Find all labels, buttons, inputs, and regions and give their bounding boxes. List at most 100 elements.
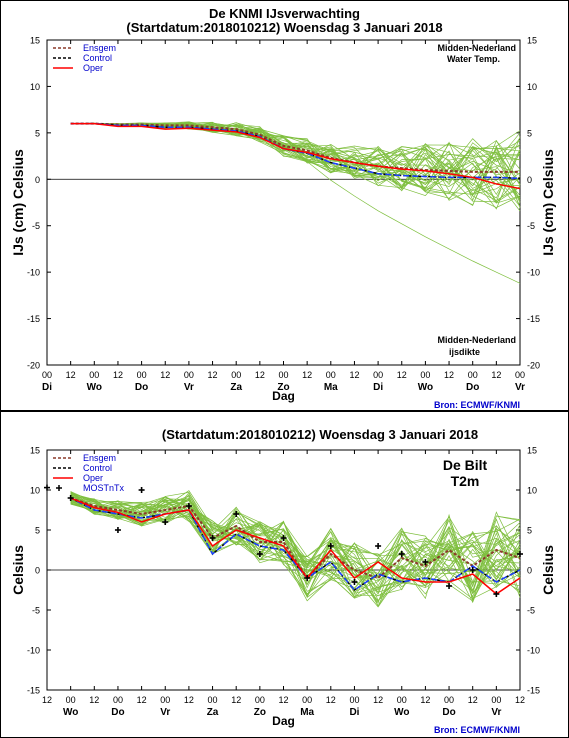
- legend-label: Oper: [83, 63, 103, 73]
- y-tick-label: 15: [30, 36, 40, 46]
- legend-label: MOSTnTx: [83, 483, 125, 493]
- y-axis-label-left: Celsius: [10, 545, 26, 595]
- x-day-label: Zo: [254, 707, 266, 718]
- ensemble-member-line: [70, 123, 521, 200]
- ensemble-member-line: [70, 494, 521, 588]
- x-day-label: Vr: [515, 382, 525, 393]
- y-tick-label: 15: [527, 36, 537, 46]
- y-tick-label: -15: [527, 314, 540, 324]
- ensemble-member-line: [70, 122, 521, 196]
- y-axis-label-right: Celsius: [540, 545, 556, 595]
- x-day-label: Za: [230, 382, 242, 393]
- x-day-label: Do: [135, 382, 148, 393]
- x-tick-label: 12: [349, 370, 359, 380]
- y-tick-label: 15: [30, 446, 40, 456]
- x-tick-label: 00: [349, 695, 359, 705]
- annotation-variable: T2m: [451, 473, 480, 489]
- x-day-label: Do: [111, 707, 124, 718]
- ensemble-member-line: [70, 122, 521, 204]
- x-tick-label: 00: [373, 370, 383, 380]
- ensemble-member-line: [70, 493, 521, 602]
- y-tick-label: -10: [27, 646, 40, 656]
- y-tick-label: 0: [527, 175, 532, 185]
- y-tick-label: 0: [35, 175, 40, 185]
- x-day-label: Vr: [160, 707, 170, 718]
- x-tick-label: 00: [302, 695, 312, 705]
- y-tick-label: -15: [27, 686, 40, 696]
- x-tick-label: 12: [468, 695, 478, 705]
- y-tick-label: 10: [527, 486, 537, 496]
- source-label: Bron: ECMWF/KNMI: [434, 725, 520, 735]
- annotation-station: De Bilt: [443, 457, 488, 473]
- annotation-region: Midden-Nederland: [437, 335, 516, 345]
- x-day-label: Wo: [394, 707, 409, 718]
- ensemble-member-line: [70, 496, 521, 592]
- x-tick-label: 00: [255, 695, 265, 705]
- ensemble-member-line: [70, 121, 521, 203]
- ensemble-member-line: [70, 501, 521, 591]
- x-tick-label: 12: [302, 370, 312, 380]
- x-tick-label: 00: [397, 695, 407, 705]
- chart-title: De KNMI IJsverwachting: [209, 6, 360, 21]
- x-tick-label: 00: [231, 370, 241, 380]
- y-tick-label: 10: [527, 82, 537, 92]
- plot-frame: [46, 39, 521, 366]
- chart-subtitle: (Startdatum:2018010212) Woensdag 3 Janua…: [126, 20, 442, 35]
- ensemble-member-line: [70, 122, 521, 202]
- ensemble-member-line: [70, 502, 521, 600]
- x-day-label: Ma: [324, 382, 338, 393]
- y-tick-label: 5: [35, 128, 40, 138]
- x-tick-label: 00: [326, 370, 336, 380]
- series-oper-line: [70, 497, 521, 595]
- x-tick-label: 12: [42, 695, 52, 705]
- source-label: Bron: ECMWF/KNMI: [434, 400, 520, 410]
- x-tick-label: 00: [160, 695, 170, 705]
- x-tick-label: 12: [397, 370, 407, 380]
- ensemble-member-line: [70, 123, 521, 200]
- ensemble-member-line: [70, 501, 521, 583]
- y-tick-label: 10: [30, 486, 40, 496]
- y-tick-label: 5: [527, 128, 532, 138]
- legend-label: Ensgem: [83, 453, 116, 463]
- y-tick-label: -5: [32, 606, 40, 616]
- ensemble-member-line: [70, 500, 521, 601]
- series-ensgem-line: [70, 497, 521, 580]
- ensemble-member-line: [70, 498, 521, 594]
- x-tick-label: 00: [278, 370, 288, 380]
- x-tick-label: 00: [468, 370, 478, 380]
- x-tick-label: 12: [89, 695, 99, 705]
- x-day-label: Ma: [300, 707, 314, 718]
- x-day-label: Wo: [418, 382, 433, 393]
- x-tick-label: 12: [373, 695, 383, 705]
- y-tick-label: -10: [527, 268, 540, 278]
- x-tick-label: 00: [137, 370, 147, 380]
- y-tick-label: 0: [35, 566, 40, 576]
- x-day-label: Wo: [63, 707, 78, 718]
- x-day-label: Di: [373, 382, 383, 393]
- ensemble-member-line: [70, 499, 521, 588]
- x-tick-label: 12: [444, 370, 454, 380]
- y-tick-label: 5: [35, 526, 40, 536]
- y-tick-label: 10: [30, 82, 40, 92]
- x-tick-label: 12: [420, 695, 430, 705]
- y-tick-label: -5: [527, 221, 535, 231]
- annotation-variable: ijsdikte: [449, 347, 480, 357]
- x-day-label: Di: [349, 707, 359, 718]
- x-tick-label: 00: [184, 370, 194, 380]
- ensemble-member-line: [70, 123, 521, 208]
- legend-label: Control: [83, 53, 112, 63]
- x-tick-label: 00: [515, 370, 525, 380]
- ensemble-member-line: [70, 494, 521, 589]
- x-tick-label: 00: [89, 370, 99, 380]
- y-axis-label-right: IJs (cm) Celsius: [540, 149, 556, 256]
- y-tick-label: -10: [527, 646, 540, 656]
- y-tick-label: -20: [27, 361, 40, 371]
- y-tick-label: 5: [527, 526, 532, 536]
- y-tick-label: 15: [527, 446, 537, 456]
- x-tick-label: 00: [113, 695, 123, 705]
- y-tick-label: -20: [527, 361, 540, 371]
- x-day-label: Wo: [87, 382, 102, 393]
- y-tick-label: -10: [27, 268, 40, 278]
